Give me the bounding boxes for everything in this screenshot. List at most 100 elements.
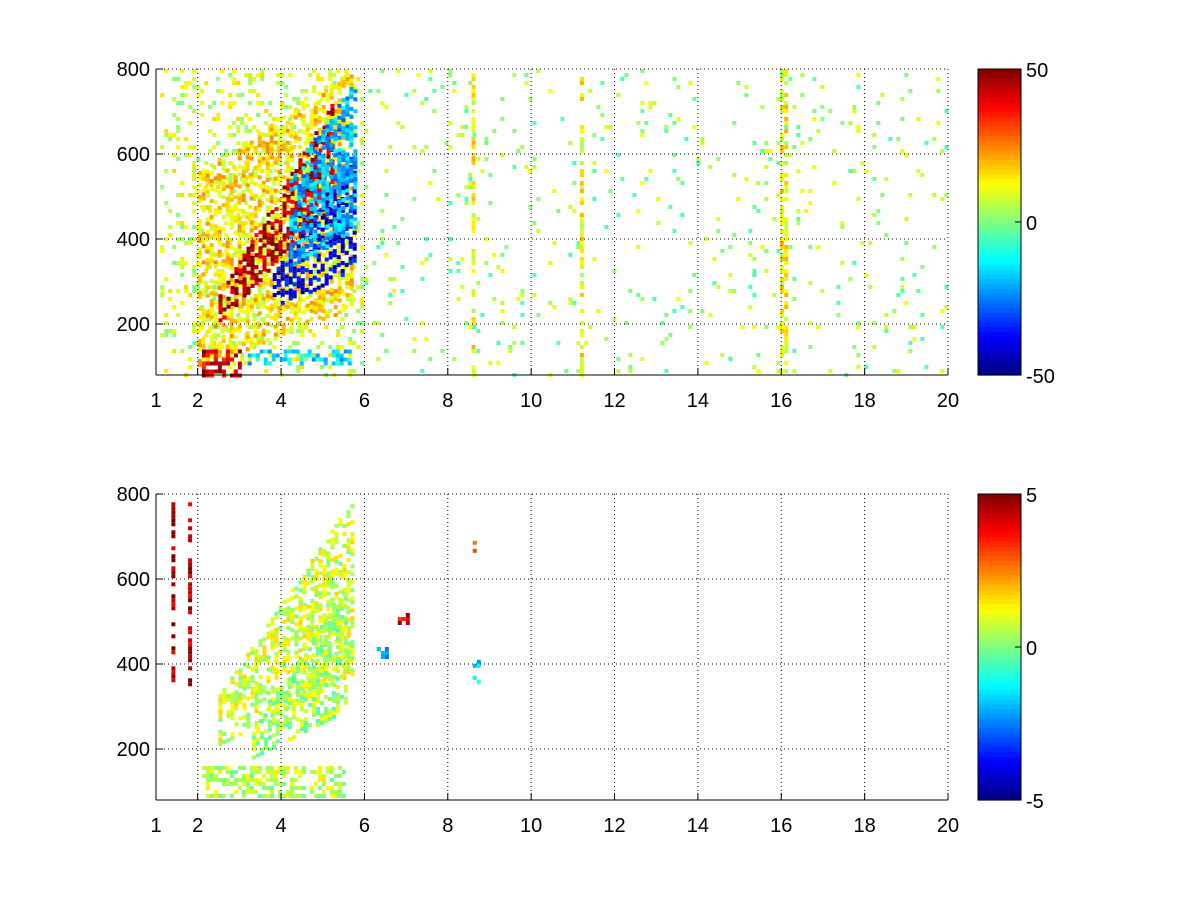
heatmap-cell xyxy=(780,245,784,249)
heatmap-cell xyxy=(520,313,525,317)
heatmap-cell xyxy=(291,715,296,720)
heatmap-cell xyxy=(468,177,473,181)
heatmap-cell xyxy=(748,241,753,245)
heatmap-cell xyxy=(349,122,354,127)
heatmap-cell xyxy=(471,365,476,369)
heatmap-cell xyxy=(253,258,258,262)
heatmap-cell xyxy=(311,633,316,638)
heatmap-cell xyxy=(286,194,291,199)
heatmap-cell xyxy=(325,786,330,790)
heatmap-cell xyxy=(237,152,242,157)
heatmap-cell xyxy=(216,345,221,349)
heatmap-cell xyxy=(310,578,315,583)
heatmap-cell xyxy=(784,145,789,149)
heatmap-cell xyxy=(780,161,784,165)
heatmap-cell xyxy=(180,69,185,73)
heatmap-cell xyxy=(293,786,298,790)
heatmap-cell xyxy=(319,645,324,649)
heatmap-cell xyxy=(220,153,225,157)
heatmap-cell xyxy=(579,181,584,185)
heatmap-cell xyxy=(209,223,214,228)
heatmap-cell xyxy=(171,570,176,575)
heatmap-cell xyxy=(238,680,243,685)
heatmap-cell xyxy=(280,288,285,293)
heatmap-cell xyxy=(636,245,641,249)
heatmap-cell xyxy=(305,199,310,204)
heatmap-cell xyxy=(233,231,238,236)
heatmap-cell xyxy=(241,173,246,178)
heatmap-cell xyxy=(276,270,281,275)
heatmap-cell xyxy=(225,196,230,201)
heatmap-cell xyxy=(337,86,342,91)
heatmap-cell xyxy=(180,261,185,265)
heatmap-cell xyxy=(285,156,290,161)
heatmap-cell xyxy=(255,753,260,758)
heatmap-cell xyxy=(216,141,221,145)
heatmap-cell xyxy=(282,193,287,198)
heatmap-cell xyxy=(944,109,949,113)
heatmap-cell xyxy=(248,325,253,329)
heatmap-cell xyxy=(388,301,393,305)
colorbar-segment xyxy=(978,92,1021,99)
heatmap-cell xyxy=(388,145,393,149)
heatmap-cell xyxy=(286,706,291,711)
colorbar-segment xyxy=(978,112,1021,118)
heatmap-cell xyxy=(295,681,300,686)
heatmap-cell xyxy=(306,616,311,621)
heatmap-cell xyxy=(249,340,254,345)
heatmap-cell xyxy=(252,325,257,329)
heatmap-cell xyxy=(301,262,306,267)
heatmap-cell xyxy=(283,719,288,724)
heatmap-cell xyxy=(237,308,242,313)
heatmap-cell xyxy=(230,273,235,278)
heatmap-cell xyxy=(242,674,247,679)
heatmap-cell xyxy=(772,293,777,297)
heatmap-cell xyxy=(349,142,354,147)
heatmap-cell xyxy=(331,674,336,679)
heatmap-cell xyxy=(310,630,315,635)
heatmap-cell xyxy=(288,345,293,349)
heatmap-cell xyxy=(289,187,294,191)
heatmap-cell xyxy=(213,180,218,185)
heatmap-cell xyxy=(309,223,314,227)
heatmap-cell xyxy=(327,645,332,649)
heatmap-cell xyxy=(309,272,314,277)
heatmap-cell xyxy=(246,712,251,717)
heatmap-cell xyxy=(294,654,299,659)
colorbar-tick-label: 0 xyxy=(1026,638,1037,660)
heatmap-cell xyxy=(212,341,217,345)
heatmap-cell xyxy=(325,766,330,770)
heatmap-cell xyxy=(272,273,277,277)
heatmap-cell xyxy=(233,183,238,188)
heatmap-cell xyxy=(848,121,853,125)
heatmap-cell xyxy=(364,277,369,281)
heatmap-cell xyxy=(289,274,294,279)
heatmap-cell xyxy=(322,565,327,570)
heatmap-cell xyxy=(360,245,365,249)
heatmap-cell xyxy=(270,249,275,254)
heatmap-cell xyxy=(347,357,352,362)
heatmap-cell xyxy=(342,588,347,592)
heatmap-cell xyxy=(216,321,221,325)
heatmap-cell xyxy=(241,225,246,230)
heatmap-cell xyxy=(295,685,300,690)
heatmap-cell xyxy=(340,269,345,273)
heatmap-cell xyxy=(317,303,322,308)
heatmap-cell xyxy=(269,135,274,140)
heatmap-cell xyxy=(217,285,222,290)
heatmap-cell xyxy=(225,778,230,782)
heatmap-cell xyxy=(230,704,235,709)
heatmap-cell xyxy=(280,260,285,265)
heatmap-cell xyxy=(327,653,332,657)
heatmap-cell xyxy=(230,716,235,721)
heatmap-cell xyxy=(171,522,176,527)
heatmap-cell xyxy=(188,606,193,611)
heatmap-cell xyxy=(331,654,336,659)
heatmap-cell xyxy=(496,341,501,345)
heatmap-cell xyxy=(263,361,268,366)
heatmap-cell xyxy=(196,85,201,89)
heatmap-cell xyxy=(310,562,315,567)
heatmap-cell xyxy=(324,201,329,206)
heatmap-cell xyxy=(209,766,214,770)
colorbar-segment xyxy=(978,327,1021,333)
